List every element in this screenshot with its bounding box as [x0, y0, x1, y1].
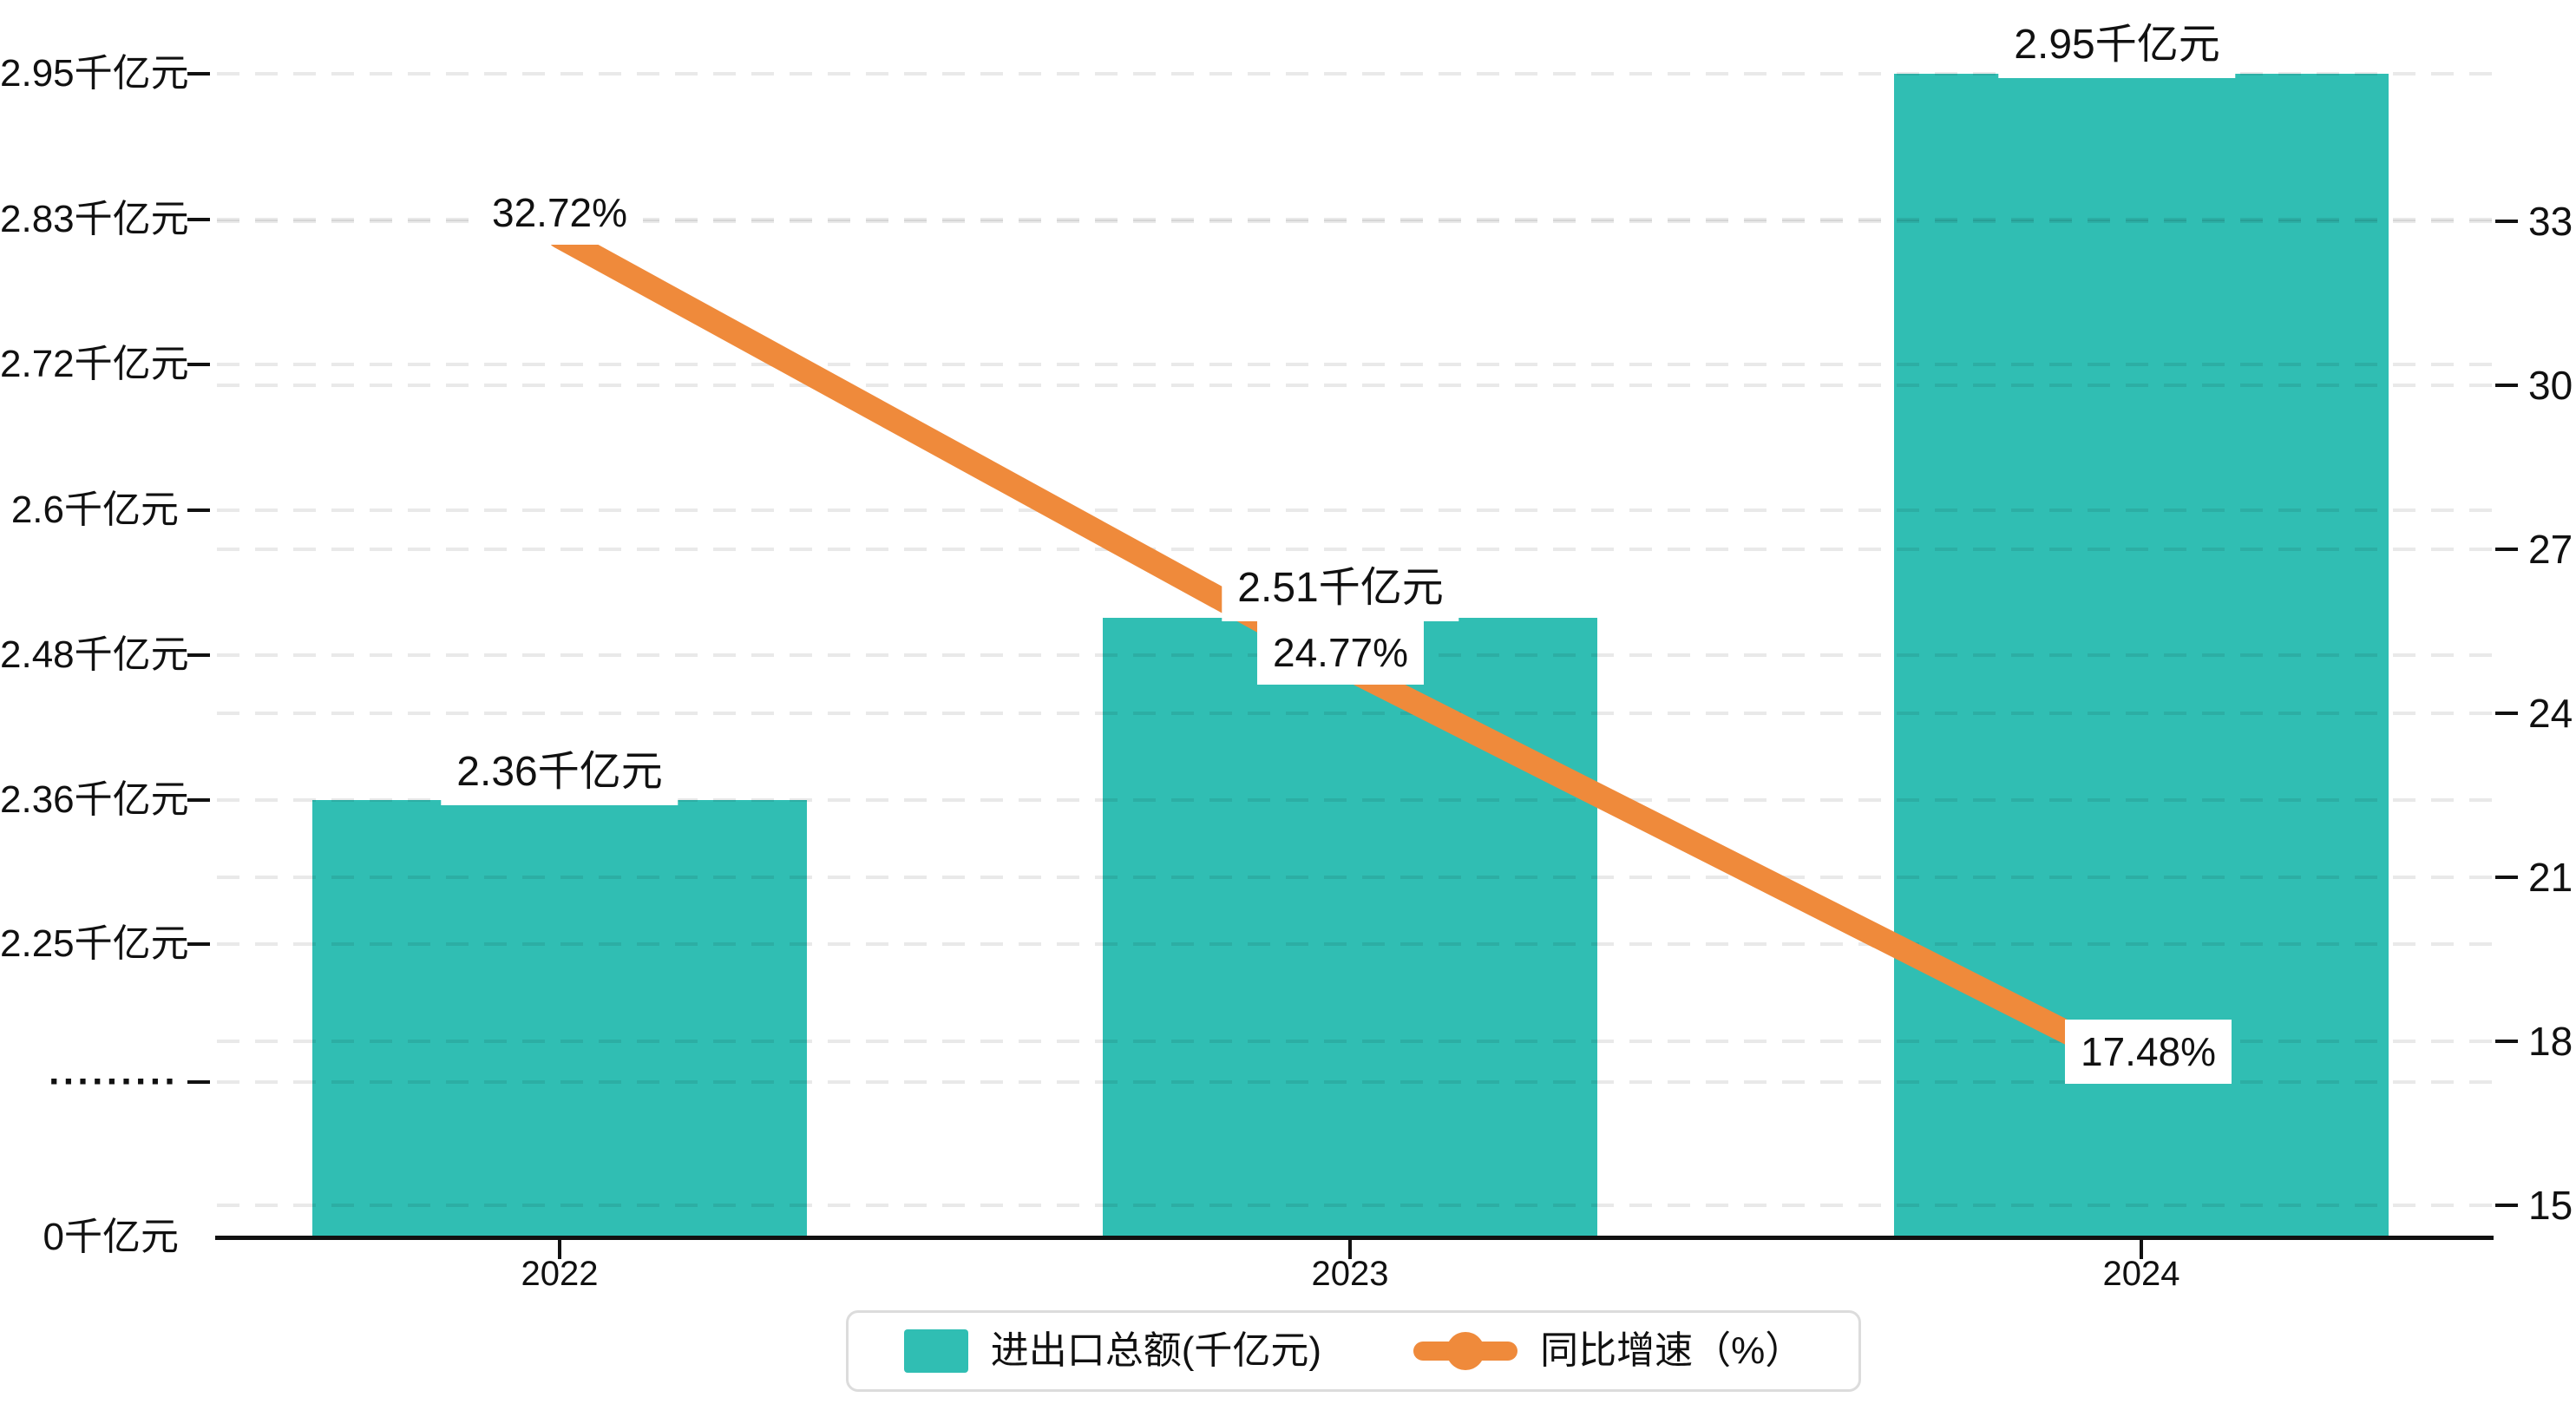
legend-label-bar-series: 进出口总额(千亿元) [990, 1329, 1322, 1372]
line-series-marker-icon [1413, 1329, 1518, 1373]
legend-item-bar-series[interactable]: 进出口总额(千亿元) [903, 1329, 1322, 1373]
left-tick-2.36 [187, 798, 210, 802]
left-axis-label-2.36: 2.36千亿元 [0, 778, 189, 821]
left-axis-break-dots: ········· [49, 1060, 179, 1103]
right-tick-21 [2495, 876, 2518, 879]
left-tick-break [187, 1080, 210, 1084]
left-axis-label-2.25: 2.25千亿元 [0, 922, 189, 965]
bar-series-swatch-icon [903, 1329, 968, 1373]
right-axis-label-24: 24 [2528, 691, 2573, 736]
gridline-left-2.95 [217, 72, 2492, 75]
right-axis-label-18: 18 [2528, 1019, 2573, 1064]
x-axis-line [215, 1236, 2494, 1240]
gridline-right-15 [217, 1204, 2492, 1207]
right-axis-label-30: 30 [2528, 363, 2573, 408]
legend-label-line-series: 同比增速（%） [1540, 1329, 1804, 1372]
legend: 进出口总额(千亿元) 同比增速（%） [846, 1310, 1861, 1392]
right-axis-label-27: 27 [2528, 527, 2573, 572]
left-axis-label-2.83: 2.83千亿元 [0, 198, 189, 240]
x-axis-label-2023: 2023 [1311, 1255, 1389, 1293]
x-tick-2022 [558, 1240, 561, 1259]
bar-value-label-2023: 2.51千亿元 [1222, 555, 1459, 621]
line-point-label-2022: 32.72% [475, 180, 644, 245]
left-axis-label-0: 0千亿元 [43, 1216, 179, 1258]
gridline-right-24 [217, 712, 2492, 715]
right-axis-label-33: 33 [2528, 199, 2573, 244]
left-axis-label-2.72: 2.72千亿元 [0, 343, 189, 385]
right-tick-18 [2495, 1040, 2518, 1043]
left-tick-2.25 [187, 942, 210, 946]
right-axis-label-15: 15 [2528, 1183, 2573, 1228]
right-tick-24 [2495, 712, 2518, 715]
bar-2022 [312, 800, 807, 1237]
gridline-left-2.36 [217, 798, 2492, 802]
x-tick-2024 [2140, 1240, 2143, 1259]
x-axis-label-2022: 2022 [521, 1255, 599, 1293]
gridline-left-2.72 [217, 363, 2492, 366]
left-tick-2.48 [187, 653, 210, 657]
left-tick-2.83 [187, 218, 210, 221]
gridline-right-33 [217, 220, 2492, 223]
right-tick-15 [2495, 1204, 2518, 1207]
x-tick-2023 [1348, 1240, 1352, 1259]
gridline-left-break [217, 1080, 2492, 1084]
gridline-right-18 [217, 1040, 2492, 1043]
left-tick-2.72 [187, 363, 210, 366]
gridline-left-2.6 [217, 508, 2492, 512]
right-axis-label-21: 21 [2528, 855, 2573, 900]
gridline-left-2.25 [217, 942, 2492, 946]
bar-value-label-2024: 2.95千亿元 [1998, 12, 2236, 78]
gridline-left-2.83 [217, 218, 2492, 221]
left-tick-2.6 [187, 508, 210, 512]
bar-value-label-2022: 2.36千亿元 [441, 739, 678, 805]
left-axis-label-2.6: 2.6千亿元 [10, 489, 179, 531]
x-axis-label-2024: 2024 [2102, 1255, 2180, 1293]
right-tick-27 [2495, 548, 2518, 551]
left-axis-label-2.95: 2.95千亿元 [0, 52, 189, 95]
legend-item-line-series[interactable]: 同比增速（%） [1413, 1329, 1803, 1373]
right-tick-30 [2495, 384, 2518, 387]
line-point-label-2023: 24.77% [1256, 620, 1425, 685]
right-tick-33 [2495, 220, 2518, 223]
gridline-right-30 [217, 384, 2492, 387]
bar-2023 [1103, 618, 1597, 1237]
gridline-right-27 [217, 548, 2492, 551]
gridline-right-21 [217, 876, 2492, 879]
left-tick-2.95 [187, 72, 210, 75]
line-point-label-2024: 17.48% [2064, 1020, 2232, 1084]
left-axis-label-2.48: 2.48千亿元 [0, 633, 189, 676]
